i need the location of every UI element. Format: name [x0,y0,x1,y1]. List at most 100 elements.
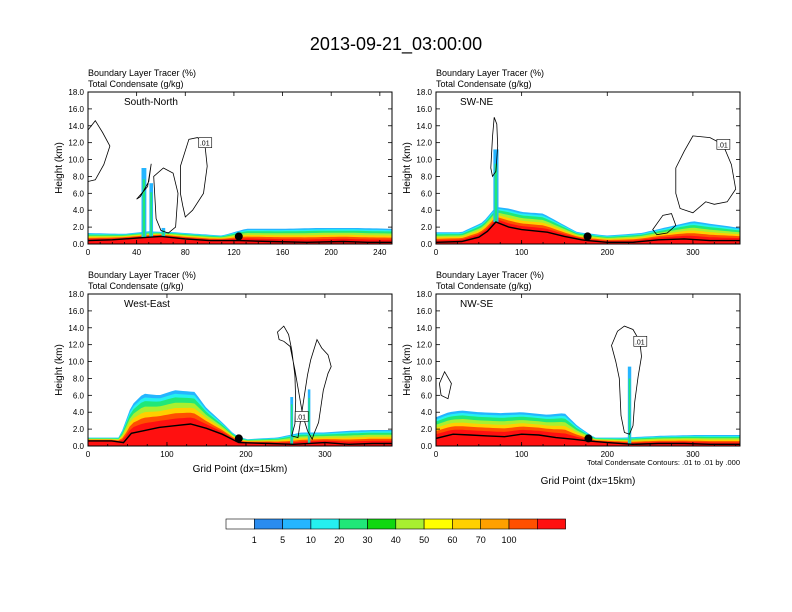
terrain-line [88,423,392,446]
y-tick-label: 8.0 [421,172,433,181]
x-tick-label: 240 [373,248,387,257]
colorbar-swatch [536,518,566,530]
condensate-contour-1 [611,325,642,435]
x-tick-label: 100 [160,450,174,459]
panel-4: .01 0.0 2.0 4.0 6.0 8.0 10.0 12.0 14.0 16.0 18.0 0 1… [402,270,741,487]
y-tick-label: 10.0 [68,358,84,367]
panel-1: .01 0.0 2.0 4.0 6.0 8.0 10.0 12.0 14.0 16.0 18.0 0 4… [54,68,393,257]
convective-core-1 [291,404,293,445]
panel-subtitle-condensate: Total Condensate (g/kg) [88,79,184,89]
condensate-contour-2 [438,370,452,400]
y-axis-label: Height (km) [54,344,65,396]
condensate-contour-3 [153,167,179,234]
y-tick-label: 4.0 [421,408,433,417]
plot-area: .01 [88,325,392,446]
x-tick-label: 120 [227,248,241,257]
y-tick-label: 14.0 [416,324,432,333]
svg-text:.01: .01 [296,414,306,421]
y-tick-label: 16.0 [68,307,84,316]
panel-title: West-East [124,299,170,310]
terrain-line [436,433,740,446]
panel-2: .01 0.0 2.0 4.0 6.0 8.0 10.0 12.0 14.0 16.0 18.0 0 1… [402,68,741,257]
colorbar-label: 10 [306,535,316,545]
x-tick-label: 200 [601,450,615,459]
y-tick-label: 2.0 [421,223,433,232]
y-tick-label: 18.0 [68,290,84,299]
colorbar-swatch [452,518,481,530]
contour-note: Total Condensate Contours: .01 to .01 by… [587,458,740,467]
condensate-contour-2 [675,135,737,214]
tracer-band-7 [436,219,740,244]
x-tick-label: 300 [686,450,700,459]
y-tick-label: 10.0 [68,156,84,165]
plot-frame [435,293,741,447]
y-tick-label: 18.0 [68,88,84,97]
y-axis-label: Height (km) [402,142,413,194]
panel-title: NW-SE [460,299,493,310]
x-tick-label: 100 [515,450,529,459]
panels: .01 0.0 2.0 4.0 6.0 8.0 10.0 12.0 14.0 16.0 18.0 0 4… [54,68,741,487]
terrain-line [436,221,740,243]
y-tick-label: 16.0 [416,105,432,114]
y-axis-label: Height (km) [402,344,413,396]
y-tick-label: 18.0 [416,290,432,299]
panel-title: SW-NE [460,97,493,108]
convective-core-1 [494,163,498,223]
colorbar-swatch [254,518,283,530]
x-axis-label: Grid Point (dx=15km) [541,476,636,487]
y-tick-label: 14.0 [68,122,84,131]
location-marker [584,434,593,443]
x-tick-label: 0 [86,450,91,459]
panel-3: .01 0.0 2.0 4.0 6.0 8.0 10.0 12.0 14.0 16.0 18.0 0 1… [54,270,393,475]
y-tick-label: 2.0 [73,223,85,232]
plot-area: .01 [436,117,740,244]
colorbar-swatch [310,518,340,530]
y-tick-label: 14.0 [416,122,432,131]
panel-title: South-North [124,97,178,108]
colorbar-label: 20 [334,535,344,545]
convective-core-1 [142,179,146,238]
colorbar-swatch [367,518,397,530]
contour-label: .01 [633,335,648,347]
y-tick-label: 8.0 [73,172,85,181]
panel-subtitle-tracer: Boundary Layer Tracer (%) [88,270,196,280]
y-tick-label: 6.0 [73,189,85,198]
location-marker [583,232,592,241]
location-marker [234,434,243,443]
colorbar-label: 5 [280,535,285,545]
panel-subtitle-tracer: Boundary Layer Tracer (%) [436,270,544,280]
condensate-contour-3 [652,213,677,236]
y-tick-label: 16.0 [68,105,84,114]
y-tick-label: 14.0 [68,324,84,333]
convective-core-2 [150,192,153,238]
y-tick-label: 8.0 [421,374,433,383]
x-tick-label: 300 [318,450,332,459]
x-tick-label: 0 [434,248,439,257]
panel-subtitle-tracer: Boundary Layer Tracer (%) [88,68,196,78]
x-tick-label: 200 [325,248,339,257]
y-tick-label: 4.0 [73,408,85,417]
y-tick-label: 10.0 [416,358,432,367]
contour-label: .01 [294,411,309,422]
plot-area: .01 [88,120,392,244]
condensate-contour-1 [490,117,499,178]
convective-core-3 [162,230,165,237]
x-tick-label: 0 [434,450,439,459]
y-tick-label: 18.0 [416,88,432,97]
y-tick-label: 0.0 [73,240,85,249]
colorbar-label: 50 [419,535,429,545]
y-tick-label: 8.0 [73,374,85,383]
x-tick-label: 80 [181,248,190,257]
y-tick-label: 6.0 [73,391,85,400]
panel-subtitle-condensate: Total Condensate (g/kg) [436,281,532,291]
colorbar-swatch [423,518,453,530]
y-tick-label: 12.0 [68,139,84,148]
y-axis-label: Height (km) [54,142,65,194]
x-tick-label: 40 [132,248,141,257]
svg-text:.01: .01 [635,339,645,346]
colorbar-swatch [225,518,255,530]
y-tick-label: 12.0 [416,341,432,350]
panel-subtitle-condensate: Total Condensate (g/kg) [88,281,184,291]
condensate-contour-2 [136,163,152,200]
location-marker [234,232,243,241]
